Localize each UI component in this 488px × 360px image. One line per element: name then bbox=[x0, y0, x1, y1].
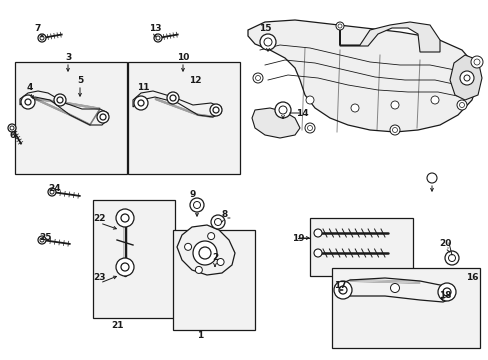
Text: 18: 18 bbox=[438, 291, 450, 300]
Bar bbox=[15, 62, 127, 174]
Text: 10: 10 bbox=[177, 53, 189, 62]
Circle shape bbox=[313, 229, 321, 237]
Polygon shape bbox=[177, 225, 235, 275]
Circle shape bbox=[184, 243, 191, 250]
Circle shape bbox=[426, 173, 436, 183]
Text: 21: 21 bbox=[110, 320, 123, 329]
Circle shape bbox=[195, 266, 202, 273]
Text: 14: 14 bbox=[295, 108, 307, 117]
Circle shape bbox=[389, 125, 399, 135]
Polygon shape bbox=[251, 108, 299, 138]
Text: 22: 22 bbox=[94, 213, 106, 222]
Circle shape bbox=[305, 123, 314, 133]
Polygon shape bbox=[247, 20, 477, 132]
Circle shape bbox=[134, 96, 148, 110]
Circle shape bbox=[21, 95, 35, 109]
Text: 13: 13 bbox=[148, 23, 161, 32]
Circle shape bbox=[470, 56, 482, 68]
Circle shape bbox=[154, 34, 162, 42]
Text: 11: 11 bbox=[137, 82, 149, 91]
Circle shape bbox=[193, 241, 217, 265]
Bar bbox=[128, 62, 240, 174]
Text: 8: 8 bbox=[222, 210, 228, 219]
Circle shape bbox=[260, 34, 275, 50]
Circle shape bbox=[274, 102, 290, 118]
Circle shape bbox=[54, 94, 66, 106]
Circle shape bbox=[190, 198, 203, 212]
Circle shape bbox=[444, 251, 458, 265]
Circle shape bbox=[313, 249, 321, 257]
Text: 6: 6 bbox=[10, 131, 16, 140]
Polygon shape bbox=[20, 91, 108, 125]
Polygon shape bbox=[339, 22, 439, 52]
Polygon shape bbox=[133, 91, 221, 117]
Circle shape bbox=[38, 236, 46, 244]
Circle shape bbox=[38, 34, 46, 42]
Text: 9: 9 bbox=[189, 189, 196, 198]
Circle shape bbox=[350, 104, 358, 112]
Circle shape bbox=[167, 92, 179, 104]
Circle shape bbox=[217, 258, 224, 266]
Text: 17: 17 bbox=[333, 280, 346, 289]
Circle shape bbox=[8, 124, 16, 132]
Circle shape bbox=[390, 101, 398, 109]
Circle shape bbox=[209, 104, 222, 116]
Text: 23: 23 bbox=[94, 274, 106, 283]
Polygon shape bbox=[334, 278, 454, 302]
Text: 12: 12 bbox=[188, 76, 201, 85]
Bar bbox=[93, 200, 175, 318]
Text: 4: 4 bbox=[27, 82, 33, 91]
Text: 7: 7 bbox=[35, 23, 41, 32]
Text: 16: 16 bbox=[465, 274, 478, 283]
Text: 5: 5 bbox=[77, 76, 83, 85]
Circle shape bbox=[333, 281, 351, 299]
Circle shape bbox=[97, 111, 109, 123]
Text: 3: 3 bbox=[65, 53, 71, 62]
Bar bbox=[331, 268, 479, 348]
Circle shape bbox=[116, 209, 134, 227]
Circle shape bbox=[116, 258, 134, 276]
Circle shape bbox=[48, 188, 56, 196]
Circle shape bbox=[390, 284, 399, 292]
Circle shape bbox=[437, 283, 455, 301]
Text: 25: 25 bbox=[39, 233, 51, 242]
Text: 1: 1 bbox=[197, 330, 203, 339]
Circle shape bbox=[207, 233, 214, 240]
Text: 20: 20 bbox=[438, 239, 450, 248]
Text: 2: 2 bbox=[211, 253, 218, 262]
Bar bbox=[309, 218, 412, 276]
Text: 19: 19 bbox=[291, 234, 304, 243]
Circle shape bbox=[335, 22, 343, 30]
Bar bbox=[173, 230, 254, 330]
Circle shape bbox=[210, 215, 224, 229]
Text: 15: 15 bbox=[258, 23, 271, 32]
Polygon shape bbox=[449, 55, 481, 100]
Circle shape bbox=[430, 96, 438, 104]
Circle shape bbox=[252, 73, 263, 83]
Circle shape bbox=[305, 96, 313, 104]
Text: 24: 24 bbox=[49, 184, 61, 193]
Circle shape bbox=[459, 71, 473, 85]
Circle shape bbox=[456, 100, 466, 110]
